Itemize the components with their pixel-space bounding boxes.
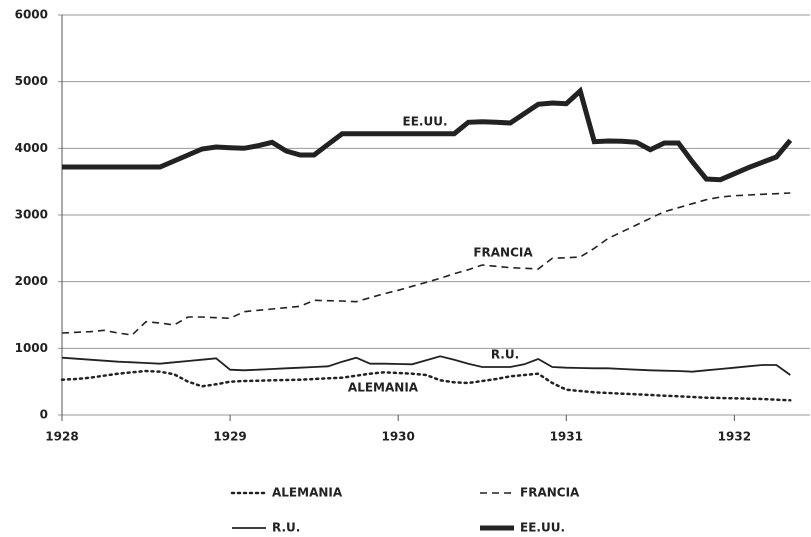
x-tick-label: 1932	[718, 430, 751, 444]
legend-label: FRANCIA	[520, 486, 580, 500]
y-tick-label: 5000	[15, 74, 48, 88]
x-tick-label: 1931	[550, 430, 583, 444]
legend-label: ALEMANIA	[272, 486, 343, 500]
y-tick-label: 2000	[15, 274, 48, 288]
y-tick-label: 4000	[15, 141, 48, 155]
x-tick-label: 1929	[213, 430, 246, 444]
annotation: EE.UU.	[403, 115, 448, 129]
legend-label: EE.UU.	[520, 521, 565, 535]
y-tick-label: 3000	[15, 208, 48, 222]
series-line	[61, 192, 791, 336]
annotation: R.U.	[491, 348, 519, 362]
x-tick-label: 1928	[45, 430, 78, 444]
annotation: FRANCIA	[473, 246, 533, 260]
y-tick-label: 0	[40, 408, 48, 422]
x-tick-label: 1930	[381, 430, 414, 444]
y-tick-label: 6000	[15, 8, 48, 22]
series-line	[62, 86, 793, 183]
series-line	[61, 355, 791, 376]
legend-label: R.U.	[272, 521, 300, 535]
series-line	[60, 369, 792, 402]
annotation: ALEMANIA	[348, 381, 419, 395]
y-tick-label: 1000	[15, 341, 48, 355]
